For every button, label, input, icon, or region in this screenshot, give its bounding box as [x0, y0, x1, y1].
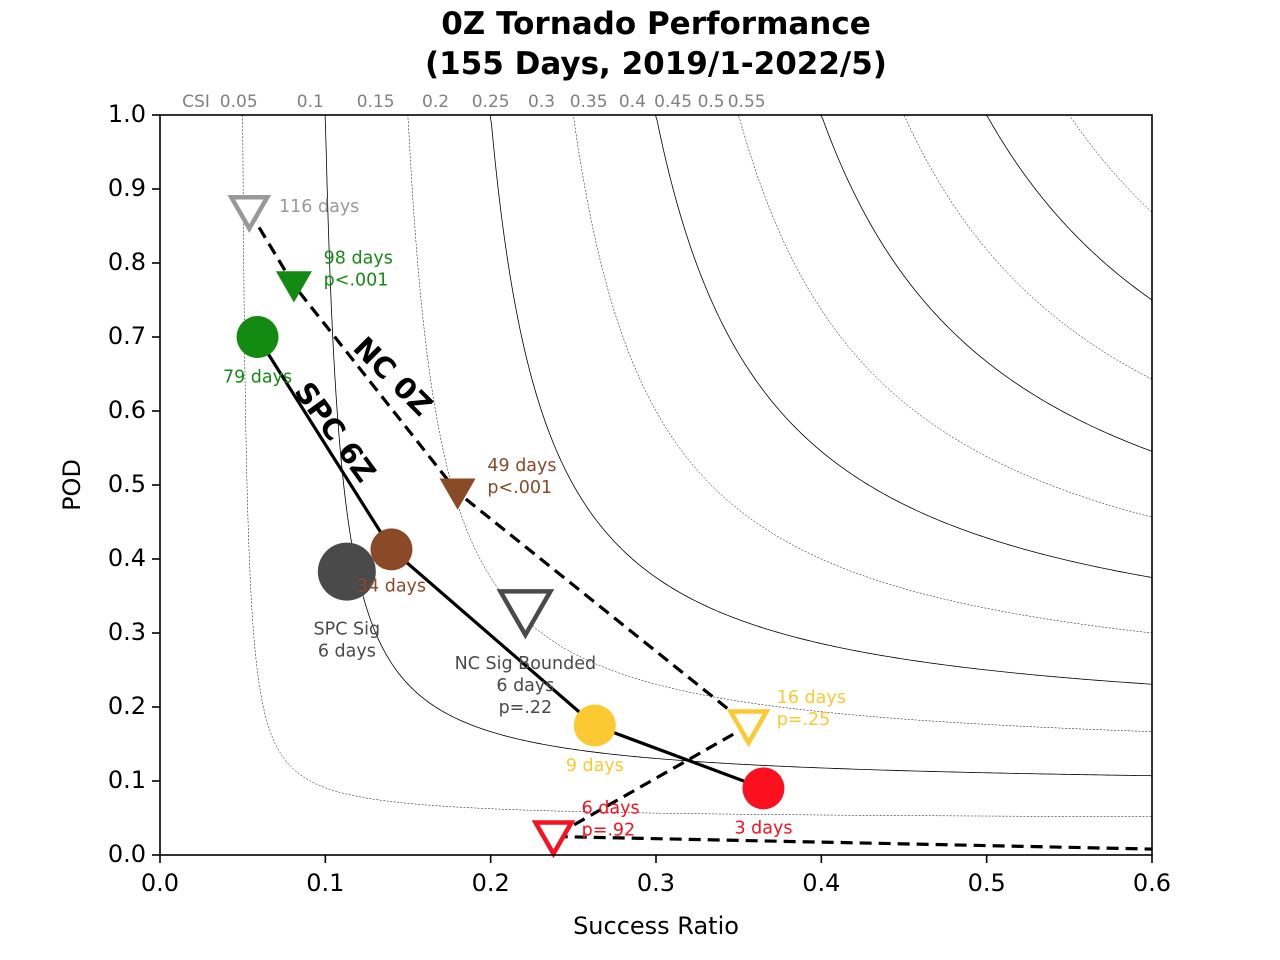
x-axis-label: Success Ratio	[573, 912, 739, 940]
triangle-marker	[496, 589, 555, 640]
chart-title-line-1: 0Z Tornado Performance	[441, 6, 871, 42]
circle-marker	[742, 767, 785, 810]
marker-label: p<.001	[324, 271, 389, 291]
csi-tick-label: 0.3	[528, 92, 555, 112]
marker-label: 116 days	[279, 197, 359, 217]
y-tick-label: 0.3	[108, 618, 146, 646]
y-axis-label: POD	[58, 459, 86, 511]
csi-contour	[541, 115, 1152, 578]
csi-contour	[746, 115, 1152, 213]
csi-tick-label: 0.55	[728, 92, 766, 112]
circle-marker	[236, 316, 279, 358]
marker-label: p=.22	[499, 698, 553, 718]
csi-contour	[673, 115, 1152, 380]
series-line-label: SPC 6Z	[288, 376, 383, 489]
triangle-marker	[275, 271, 312, 303]
x-tick-label: 0.6	[1133, 869, 1171, 897]
x-tick-label: 0.1	[306, 869, 344, 897]
triangle-marker	[439, 478, 476, 510]
y-axis: 0.0 0.1 0.2 0.3 0.4 0.5 0.6 0.7 0.8 0.9 1.0	[108, 100, 160, 868]
marker-label: 34 days	[357, 576, 426, 596]
marker-label: 6 days	[582, 798, 640, 818]
csi-prefix-label: CSI	[182, 92, 210, 112]
csi-contours	[238, 115, 1152, 817]
csi-tick-label: 0.25	[472, 92, 510, 112]
csi-contour	[632, 115, 1152, 452]
triangle-marker	[531, 820, 576, 859]
marker-label: 3 days	[734, 818, 792, 838]
plot-frame	[159, 114, 1153, 856]
marker-label: 98 days	[324, 249, 393, 269]
marker-label: 79 days	[223, 368, 292, 388]
x-axis: 0.0 0.1 0.2 0.3 0.4 0.5 0.6	[141, 855, 1171, 897]
triangle-marker	[726, 709, 771, 748]
marker-label: 9 days	[566, 756, 624, 776]
csi-contour	[375, 115, 1152, 732]
y-tick-label: 0.4	[108, 544, 146, 572]
csi-tick-label: 0.4	[619, 92, 646, 112]
y-tick-label: 0.8	[108, 248, 146, 276]
markers	[227, 195, 785, 859]
y-tick-label: 0.0	[108, 840, 146, 868]
csi-contour	[238, 115, 1152, 817]
y-tick-label: 0.7	[108, 322, 146, 350]
csi-tick-label: 0.35	[570, 92, 608, 112]
y-tick-label: 0.2	[108, 692, 146, 720]
x-tick-label: 0.5	[968, 869, 1006, 897]
marker-label: SPC Sig	[314, 619, 381, 639]
csi-tick-label: 0.45	[654, 92, 692, 112]
chart-title: 0Z Tornado Performance (155 Days, 2019/1…	[425, 6, 887, 82]
marker-label: 6 days	[496, 676, 554, 696]
series-lines	[247, 210, 1152, 851]
y-tick-label: 1.0	[108, 100, 146, 128]
csi-tick-label: 0.2	[422, 92, 449, 112]
marker-label: p<.001	[487, 478, 552, 498]
marker-label: 6 days	[318, 641, 376, 661]
x-tick-label: 0.0	[141, 869, 179, 897]
csi-contour	[711, 115, 1152, 301]
marker-label: NC Sig Bounded	[455, 654, 596, 674]
y-tick-label: 0.5	[108, 470, 146, 498]
y-tick-label: 0.1	[108, 766, 146, 794]
csi-contour	[490, 115, 1152, 634]
marker-label: 49 days	[487, 456, 556, 476]
series-line	[247, 210, 1152, 851]
x-tick-label: 0.3	[637, 869, 675, 897]
csi-labels: CSI 0.05 0.1 0.15 0.2 0.25 0.3 0.35 0.4 0.45 0.5 0…	[182, 92, 765, 112]
csi-tick-label: 0.5	[698, 92, 725, 112]
y-tick-label: 0.9	[108, 174, 146, 202]
series-line	[256, 336, 765, 790]
marker-label: p=.25	[777, 710, 831, 730]
x-tick-label: 0.4	[802, 869, 840, 897]
circle-marker	[317, 542, 376, 601]
csi-tick-label: 0.1	[297, 92, 324, 112]
csi-tick-label: 0.05	[220, 92, 258, 112]
circle-marker	[370, 528, 413, 571]
circle-marker	[573, 704, 616, 747]
csi-contour	[435, 115, 1152, 685]
marker-label: 16 days	[777, 688, 846, 708]
series-line-label: NC 0Z	[347, 330, 440, 423]
csi-contour	[588, 115, 1152, 518]
marker-label: p=.92	[582, 820, 636, 840]
y-tick-label: 0.6	[108, 396, 146, 424]
csi-contour	[310, 115, 1152, 777]
triangle-marker	[227, 195, 272, 234]
x-tick-label: 0.2	[472, 869, 510, 897]
chart-title-line-2: (155 Days, 2019/1-2022/5)	[425, 46, 887, 82]
csi-tick-label: 0.15	[357, 92, 395, 112]
